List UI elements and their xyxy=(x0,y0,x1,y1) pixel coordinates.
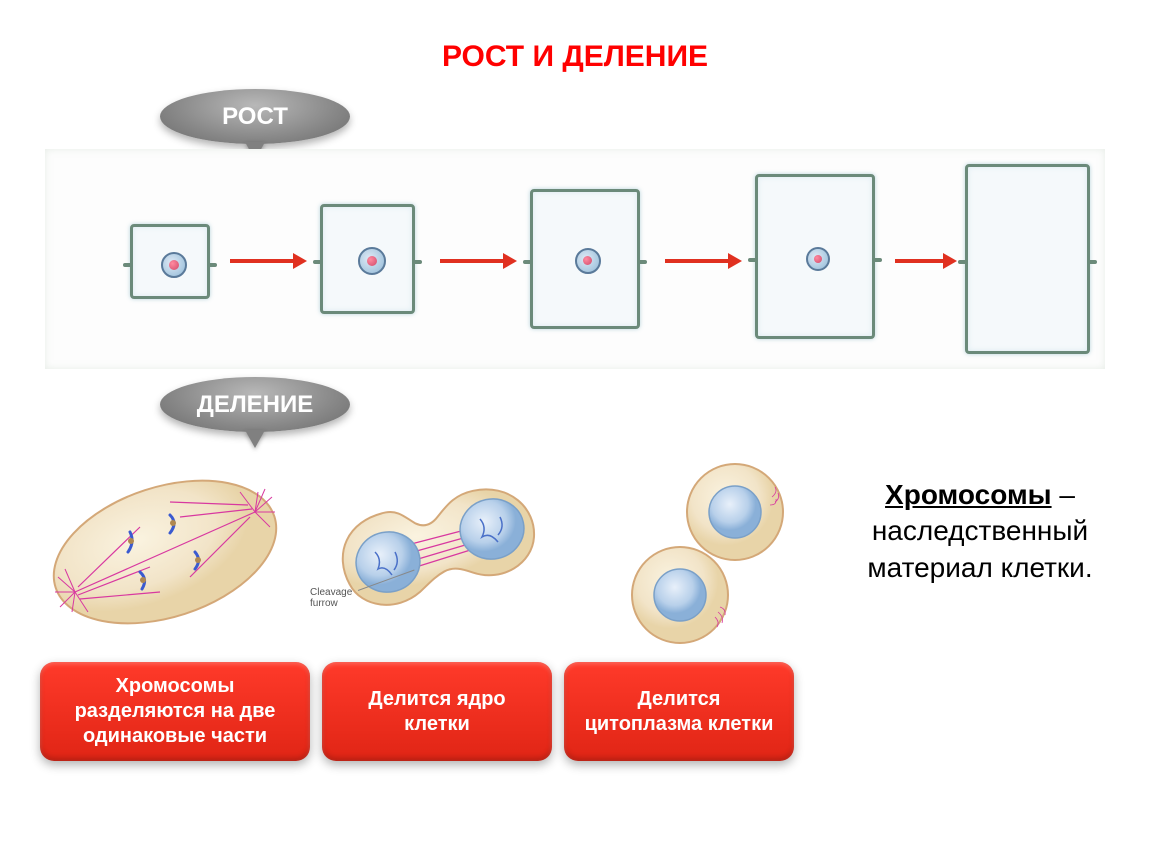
division-badge: ДЕЛЕНИЕ xyxy=(160,377,350,432)
growth-arrow xyxy=(665,259,730,263)
cleavage-furrow-label: Cleavage furrow xyxy=(310,587,360,609)
nucleolus xyxy=(814,255,822,263)
page-title: РОСТ И ДЕЛЕНИЕ xyxy=(0,0,1150,89)
growth-arrow xyxy=(230,259,295,263)
caption: Делится цитоплазма клетки xyxy=(564,662,794,761)
nucleolus xyxy=(583,256,592,265)
caption-row: Хромосомы разделяются на две одинаковые … xyxy=(40,662,1150,761)
division-badge-arrow xyxy=(245,430,265,448)
division-row: Cleavage furrow xyxy=(40,457,1120,647)
growth-badge-container: РОСТ xyxy=(0,89,1150,149)
division-stage-1 xyxy=(40,457,290,647)
plant-cell xyxy=(530,189,640,329)
term: Хромосомы xyxy=(885,479,1052,510)
plant-cell xyxy=(130,224,210,299)
division-stage-3 xyxy=(580,457,830,647)
plant-cell xyxy=(965,164,1090,354)
plant-cell xyxy=(755,174,875,339)
growth-arrow xyxy=(440,259,505,263)
chromosome-definition: Хромосомы – наследственный материал клет… xyxy=(840,457,1120,586)
division-stage-2: Cleavage furrow xyxy=(300,457,570,647)
caption: Хромосомы разделяются на две одинаковые … xyxy=(40,662,310,761)
nucleolus xyxy=(169,260,179,270)
nucleolus xyxy=(367,256,377,266)
growth-badge: РОСТ xyxy=(160,89,350,144)
growth-sequence-panel xyxy=(45,149,1105,369)
caption: Делится ядро клетки xyxy=(322,662,552,761)
growth-arrow xyxy=(895,259,945,263)
plant-cell xyxy=(320,204,415,314)
division-badge-container: ДЕЛЕНИЕ xyxy=(0,377,1150,437)
